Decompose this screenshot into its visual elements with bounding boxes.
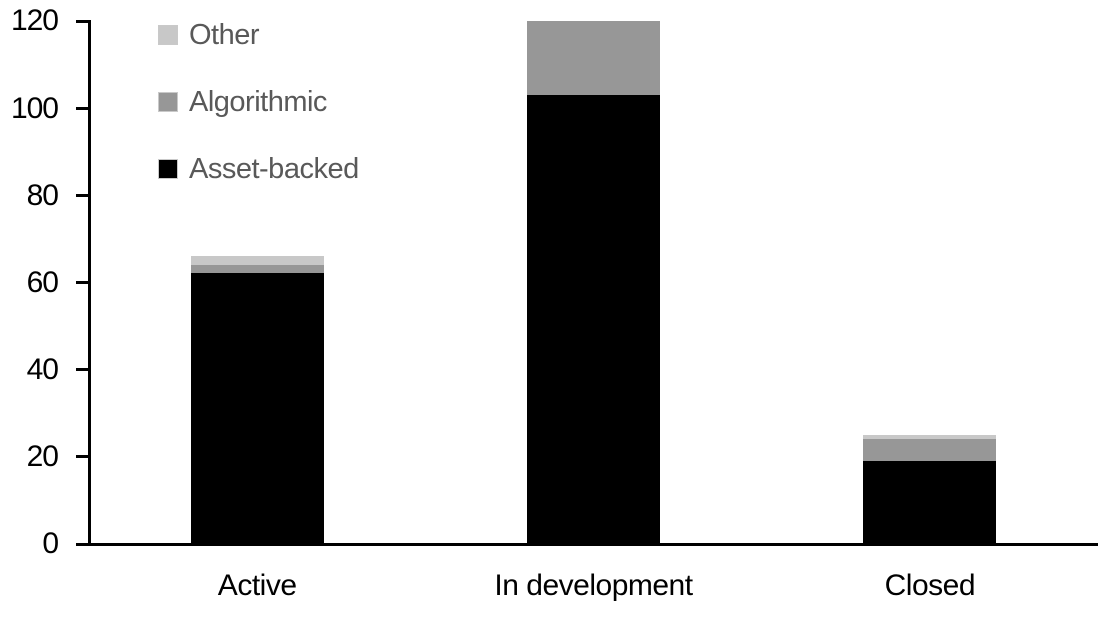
y-axis-tick	[76, 455, 89, 459]
legend-label: Algorithmic	[189, 86, 327, 118]
y-axis-tick-label: 20	[26, 439, 59, 473]
y-axis-tick	[76, 542, 89, 546]
y-axis-line	[88, 20, 91, 546]
x-axis-category-label: Closed	[884, 569, 976, 602]
x-axis-category-label: In development	[494, 569, 693, 602]
legend-item-asset-backed: Asset-backed	[158, 152, 359, 186]
y-axis-tick-label: 60	[26, 265, 59, 299]
y-axis-tick	[76, 368, 89, 372]
y-axis-tick	[76, 281, 89, 285]
legend-label: Asset-backed	[189, 153, 359, 185]
y-axis-tick	[76, 107, 89, 110]
bar-segment-other-active	[190, 256, 324, 265]
legend-swatch-icon	[158, 25, 178, 45]
legend-item-algorithmic: Algorithmic	[158, 85, 359, 119]
bar-segment-asset-backed-in-development	[527, 94, 660, 544]
bar-segment-algorithmic-active	[190, 264, 324, 274]
bar-segment-asset-backed-closed	[863, 460, 997, 544]
y-axis-tick-label: 100	[10, 91, 59, 125]
legend-item-other: Other	[158, 18, 359, 52]
y-axis-tick	[76, 19, 89, 23]
bar-segment-algorithmic-in-development	[527, 20, 660, 95]
y-axis-tick-label: 0	[42, 527, 59, 560]
y-axis-tick-label: 120	[10, 4, 59, 38]
x-axis-category-label: Active	[217, 569, 297, 602]
legend: Other Algorithmic Asset-backed	[158, 18, 359, 219]
y-axis-tick-label: 40	[26, 352, 59, 386]
y-axis-tick-label: 80	[26, 178, 59, 212]
legend-label: Other	[189, 19, 260, 51]
bar-segment-other-closed	[863, 434, 997, 439]
legend-swatch-icon	[158, 92, 178, 112]
legend-swatch-icon	[158, 159, 178, 179]
y-axis-tick	[76, 194, 89, 198]
bar-segment-algorithmic-closed	[863, 438, 997, 461]
bar-segment-asset-backed-active	[190, 273, 324, 544]
x-axis-line	[88, 543, 1098, 546]
